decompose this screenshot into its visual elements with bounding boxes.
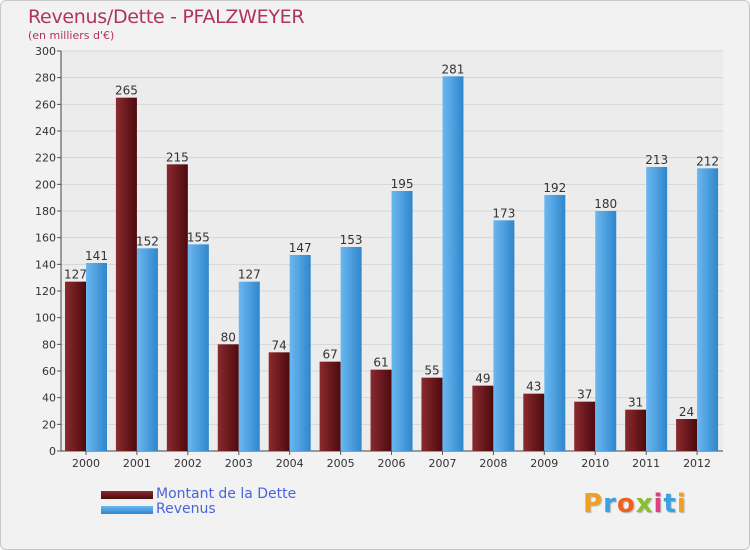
logo-letter: i xyxy=(653,489,664,519)
chart-title: Revenus/Dette - PFALZWEYER xyxy=(28,6,305,28)
y-tick-label: 280 xyxy=(35,72,56,85)
bar-dette xyxy=(523,393,545,451)
data-label-revenus: 147 xyxy=(289,241,312,255)
proxiti-logo: Proxiti xyxy=(583,489,687,519)
logo-letter: i xyxy=(676,489,687,519)
data-label-dette: 215 xyxy=(166,150,189,164)
data-label-dette: 55 xyxy=(424,364,439,378)
chart-subtitle: (en milliers d'€) xyxy=(28,29,115,42)
y-tick-label: 40 xyxy=(42,392,56,405)
bar-revenus xyxy=(238,281,260,451)
data-label-dette: 265 xyxy=(115,84,138,98)
data-label-revenus: 152 xyxy=(136,234,159,248)
bar-revenus xyxy=(289,255,311,451)
logo-letter: P xyxy=(583,489,604,519)
x-tick-label: 2004 xyxy=(276,457,304,470)
x-tick-label: 2010 xyxy=(581,457,609,470)
data-label-dette: 80 xyxy=(221,330,236,344)
legend-label-revenus: Revenus xyxy=(156,501,216,517)
logo-letter: r xyxy=(603,489,617,519)
x-tick-label: 2000 xyxy=(72,457,100,470)
data-label-revenus: 192 xyxy=(543,181,566,195)
bar-revenus xyxy=(187,244,209,451)
data-label-revenus: 153 xyxy=(340,233,363,247)
bar-dette xyxy=(574,401,596,451)
data-label-dette: 74 xyxy=(272,338,287,352)
data-label-dette: 127 xyxy=(64,268,87,282)
x-tick-label: 2005 xyxy=(327,457,355,470)
data-label-dette: 31 xyxy=(628,396,643,410)
y-tick-label: 120 xyxy=(35,285,56,298)
data-label-dette: 43 xyxy=(526,380,541,394)
y-tick-label: 240 xyxy=(35,125,56,138)
bar-dette xyxy=(421,377,443,451)
legend-swatch-dette xyxy=(101,491,153,499)
y-tick-label: 100 xyxy=(35,312,56,325)
x-tick-label: 2011 xyxy=(632,457,660,470)
bar-dette xyxy=(268,352,290,451)
data-label-dette: 37 xyxy=(577,388,592,402)
data-label-revenus: 173 xyxy=(492,206,515,220)
bar-dette xyxy=(370,369,392,451)
data-label-revenus: 213 xyxy=(645,153,668,167)
y-tick-label: 220 xyxy=(35,152,56,165)
bar-dette xyxy=(65,281,86,451)
bar-revenus xyxy=(391,191,413,451)
y-tick-label: 140 xyxy=(35,258,56,271)
data-label-revenus: 212 xyxy=(696,154,719,168)
bar-revenus xyxy=(595,211,617,451)
y-tick-label: 300 xyxy=(35,45,56,58)
x-tick-label: 2012 xyxy=(683,457,711,470)
y-tick-label: 0 xyxy=(49,445,56,458)
y-tick-label: 160 xyxy=(35,232,56,245)
data-label-dette: 61 xyxy=(373,356,388,370)
y-tick-label: 180 xyxy=(35,205,56,218)
x-tick-label: 2009 xyxy=(530,457,558,470)
data-label-revenus: 141 xyxy=(85,249,108,263)
data-label-dette: 67 xyxy=(322,348,337,362)
bar-revenus xyxy=(86,263,107,451)
bar-dette xyxy=(676,419,698,451)
bar-revenus xyxy=(493,220,515,451)
data-label-revenus: 180 xyxy=(594,197,617,211)
data-label-revenus: 281 xyxy=(442,62,465,76)
data-label-revenus: 195 xyxy=(391,177,414,191)
bar-dette xyxy=(217,344,239,451)
x-tick-label: 2006 xyxy=(378,457,406,470)
bar-dette xyxy=(115,97,137,452)
logo-letter: o xyxy=(616,489,636,519)
logo-letter: t xyxy=(663,489,677,519)
y-tick-label: 20 xyxy=(42,418,56,431)
bar-revenus xyxy=(136,248,158,451)
x-tick-label: 2008 xyxy=(479,457,507,470)
legend-label-dette: Montant de la Dette xyxy=(156,486,297,502)
x-tick-label: 2003 xyxy=(225,457,253,470)
bar-dette xyxy=(319,361,341,451)
y-tick-label: 260 xyxy=(35,98,56,111)
data-label-dette: 24 xyxy=(679,405,694,419)
legend-swatch-revenus xyxy=(101,506,153,514)
data-label-revenus: 155 xyxy=(187,230,210,244)
data-label-revenus: 127 xyxy=(238,268,261,282)
bar-revenus xyxy=(697,168,719,452)
logo-letter: x xyxy=(635,489,654,519)
y-tick-label: 200 xyxy=(35,178,56,191)
y-tick-label: 60 xyxy=(42,365,56,378)
bar-dette xyxy=(472,385,494,451)
bar-revenus xyxy=(442,76,464,451)
data-label-dette: 49 xyxy=(475,372,490,386)
x-tick-label: 2001 xyxy=(123,457,151,470)
bar-dette xyxy=(166,164,188,452)
x-tick-label: 2002 xyxy=(174,457,202,470)
bar-dette xyxy=(625,409,647,451)
x-tick-label: 2007 xyxy=(428,457,456,470)
bar-revenus xyxy=(340,247,362,451)
bar-revenus xyxy=(544,195,566,451)
y-tick-label: 80 xyxy=(42,338,56,351)
bar-revenus xyxy=(646,167,668,451)
